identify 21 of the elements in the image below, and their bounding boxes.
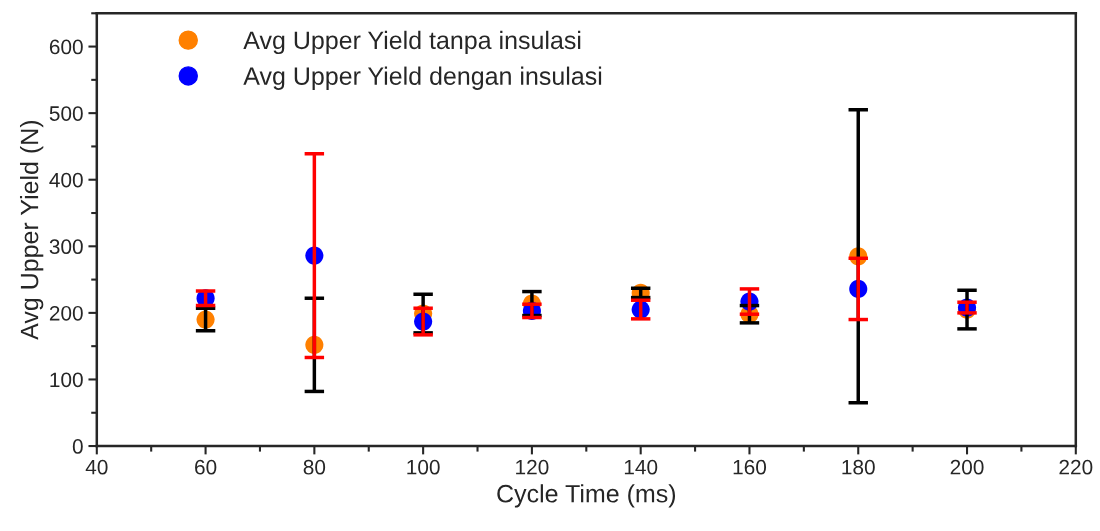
- legend-label: Avg Upper Yield dengan insulasi: [243, 66, 602, 90]
- y-tick-label: 0: [72, 439, 83, 454]
- x-tick-label: 140: [624, 459, 658, 475]
- y-tick-label: 100: [50, 372, 83, 388]
- x-tick-label: 220: [1059, 459, 1093, 475]
- x-tick-label: 180: [842, 459, 875, 475]
- y-tick-label: 300: [49, 239, 83, 255]
- legend-label: Avg Upper Yield tanpa insulasi: [243, 30, 581, 55]
- x-tick-label: 120: [516, 459, 549, 475]
- x-axis-title: Cycle Time (ms): [497, 484, 676, 508]
- y-axis-title: Avg Upper Yield (N): [19, 120, 44, 340]
- x-tick-label: 80: [303, 459, 326, 475]
- x-tick-label: 200: [950, 459, 984, 475]
- y-tick-label: 400: [49, 172, 83, 188]
- x-tick-label: 100: [407, 459, 440, 475]
- x-tick-label: 160: [733, 459, 767, 475]
- y-tick-label: 600: [49, 39, 83, 55]
- x-tick-label: 40: [85, 459, 108, 475]
- y-tick-label: 200: [49, 305, 83, 321]
- x-tick-label: 60: [195, 459, 217, 475]
- y-tick-label: 500: [49, 106, 83, 121]
